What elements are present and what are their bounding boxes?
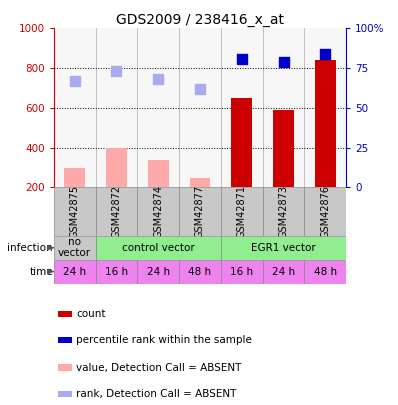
Bar (263, 188, 304, 236)
Bar (263, 28, 304, 188)
Text: GSM42873: GSM42873 (279, 185, 289, 238)
Bar (54, 28, 96, 188)
Text: GSM42872: GSM42872 (111, 185, 121, 238)
Text: no
vector: no vector (58, 237, 91, 258)
Bar (263, 260, 304, 284)
Text: rank, Detection Call = ABSENT: rank, Detection Call = ABSENT (76, 389, 237, 399)
Bar (315, 60, 336, 188)
Bar (179, 260, 221, 284)
Text: GSM42875: GSM42875 (70, 185, 80, 238)
Text: count: count (76, 309, 106, 319)
Bar (231, 98, 252, 188)
Point (280, 59, 287, 65)
Title: GDS2009 / 238416_x_at: GDS2009 / 238416_x_at (116, 13, 284, 27)
Bar (96, 188, 137, 236)
Point (113, 68, 119, 75)
Bar (96, 260, 137, 284)
Text: 24 h: 24 h (146, 266, 170, 277)
Point (238, 55, 245, 62)
Text: 16 h: 16 h (230, 266, 254, 277)
Point (197, 85, 203, 92)
Bar (54, 188, 96, 236)
Text: GSM42877: GSM42877 (195, 185, 205, 238)
Text: percentile rank within the sample: percentile rank within the sample (76, 335, 252, 345)
Text: value, Detection Call = ABSENT: value, Detection Call = ABSENT (76, 362, 242, 373)
Text: control vector: control vector (122, 243, 195, 253)
Text: 16 h: 16 h (105, 266, 128, 277)
Bar (58, 364, 72, 371)
Text: GSM42874: GSM42874 (153, 185, 163, 238)
Bar (58, 337, 72, 343)
Text: time: time (29, 266, 53, 277)
Point (322, 51, 328, 57)
Bar (54, 260, 96, 284)
Text: infection: infection (7, 243, 53, 253)
Bar (58, 390, 72, 397)
Bar (221, 260, 263, 284)
Bar (106, 148, 127, 188)
Bar (137, 260, 179, 284)
Text: 48 h: 48 h (188, 266, 212, 277)
Bar (273, 110, 294, 188)
Point (155, 76, 162, 83)
Bar (58, 311, 72, 318)
Bar (137, 188, 179, 236)
Bar (304, 260, 346, 284)
Bar (148, 160, 169, 188)
Bar (304, 188, 346, 236)
Bar (221, 188, 263, 236)
Bar (304, 28, 346, 188)
Text: GSM42871: GSM42871 (237, 185, 247, 238)
Bar (221, 28, 263, 188)
Text: EGR1 vector: EGR1 vector (251, 243, 316, 253)
Bar (179, 188, 221, 236)
Bar (179, 28, 221, 188)
Bar (54, 236, 96, 260)
Point (72, 78, 78, 84)
Bar (64, 168, 85, 188)
Bar (189, 177, 211, 188)
Text: GSM42876: GSM42876 (320, 185, 330, 238)
Bar (96, 236, 221, 260)
Text: 48 h: 48 h (314, 266, 337, 277)
Bar (221, 236, 346, 260)
Text: 24 h: 24 h (63, 266, 86, 277)
Bar (96, 28, 137, 188)
Text: 24 h: 24 h (272, 266, 295, 277)
Bar (137, 28, 179, 188)
